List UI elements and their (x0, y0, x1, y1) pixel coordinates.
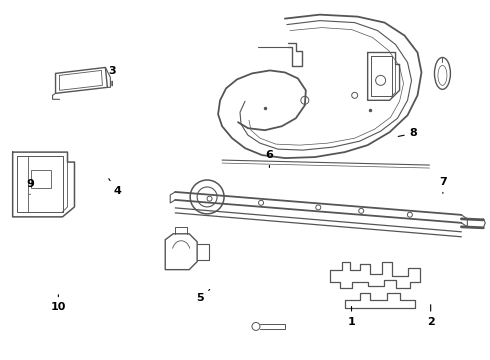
Text: 6: 6 (266, 150, 273, 167)
Text: 2: 2 (427, 305, 435, 327)
Text: 3: 3 (108, 66, 116, 86)
Text: 1: 1 (347, 306, 355, 327)
Bar (30, 170, 50, 188)
Text: 5: 5 (196, 289, 210, 303)
Text: 8: 8 (398, 129, 417, 138)
Text: 10: 10 (50, 295, 66, 312)
Text: 4: 4 (109, 179, 121, 196)
Text: 9: 9 (26, 179, 34, 194)
Text: 7: 7 (439, 177, 447, 193)
